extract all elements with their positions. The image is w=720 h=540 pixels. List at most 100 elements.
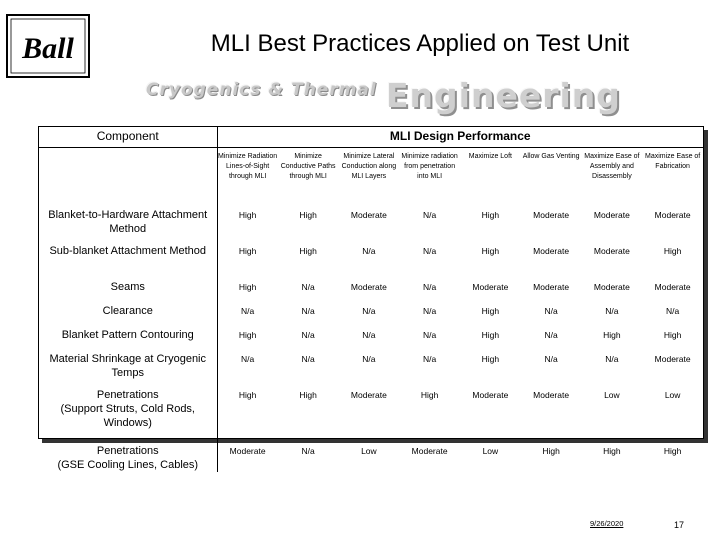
table-cell: N/a <box>362 354 376 364</box>
table-cell: Moderate <box>654 210 691 220</box>
table-cell: High <box>481 306 500 316</box>
table-cell: N/a <box>423 354 437 364</box>
table-cell: High <box>238 210 257 220</box>
table-cell: Moderate <box>533 210 570 220</box>
column-header: Maximize Ease of Fabrication <box>645 153 701 170</box>
table-cell: N/a <box>423 210 437 220</box>
table-cell: High <box>542 446 560 456</box>
column-header: Maximize Loft <box>468 153 512 160</box>
table-cell: Moderate <box>472 282 509 292</box>
table-cell: Low <box>482 446 499 456</box>
table-cell: N/a <box>605 306 619 316</box>
table-cell: Low <box>664 390 681 400</box>
table-cell: N/a <box>362 330 376 340</box>
table-cell: Moderate <box>533 390 570 400</box>
table-row: Seams High N/a Moderate N/a Moderate Mod… <box>39 278 703 302</box>
table-cell: High <box>603 330 621 340</box>
table-cell: Moderate <box>350 210 387 220</box>
table-cell: N/a <box>605 354 619 364</box>
row-label: Penetrations <box>96 445 159 457</box>
table-cell: High <box>663 246 682 256</box>
table-cell: N/a <box>423 306 437 316</box>
row-sublabel: (Support Struts, Cold Rods, Windows) <box>60 403 195 429</box>
performance-header: MLI Design Performance <box>217 127 703 148</box>
table-cell: N/a <box>544 306 558 316</box>
row-label: Blanket Pattern Contouring <box>39 326 218 350</box>
table-cell: Moderate <box>593 282 630 292</box>
table-row: Sub-blanket Attachment Method High High … <box>39 242 703 278</box>
ball-logo: Ball <box>6 14 90 78</box>
table-cell: Moderate <box>411 446 448 456</box>
table-row: Blanket-to-Hardware Attachment Method Hi… <box>39 206 703 242</box>
banner-right-text: Engineering <box>386 76 621 115</box>
table-cell: High <box>603 446 621 456</box>
table-cell: High <box>238 330 257 340</box>
table-cell: Moderate <box>654 282 691 292</box>
page-title: MLI Best Practices Applied on Test Unit <box>210 30 630 57</box>
column-header: Minimize radiation from penetration into… <box>401 153 458 180</box>
table-cell: High <box>299 210 317 220</box>
table-cell: N/a <box>362 246 376 256</box>
table-cell: High <box>663 446 682 456</box>
table-cell: High <box>238 282 257 292</box>
table-cell: Moderate <box>350 390 387 400</box>
column-header: Maximize Ease of Assembly and Disassembl… <box>584 153 640 180</box>
table-cell: Moderate <box>593 246 630 256</box>
table-row: Penetrations (Support Struts, Cold Rods,… <box>39 386 703 442</box>
mli-performance-table: Component MLI Design Performance Minimiz… <box>38 126 704 472</box>
table-cell: N/a <box>301 282 315 292</box>
svg-text:Ball: Ball <box>21 32 74 65</box>
table-cell: N/a <box>423 246 437 256</box>
row-label: Sub-blanket Attachment Method <box>39 242 218 278</box>
component-header: Component <box>39 127 218 148</box>
banner-left-text: Cryogenics & Thermal <box>146 80 377 100</box>
table-row: Blanket Pattern Contouring High N/a N/a … <box>39 326 703 350</box>
table-cell: High <box>481 330 500 340</box>
table-cell: Moderate <box>654 354 691 364</box>
column-header: Minimize Radiation Lines-of-Sight throug… <box>218 153 278 180</box>
table-cell: N/a <box>301 446 315 456</box>
table-cell: High <box>481 246 500 256</box>
table-cell: N/a <box>666 306 680 316</box>
table-cell: N/a <box>301 330 315 340</box>
corner-cell <box>39 147 218 206</box>
table-cell: High <box>663 330 682 340</box>
row-label: Material Shrinkage at Cryogenic Temps <box>39 350 218 386</box>
table-cell: High <box>299 246 317 256</box>
table-cell: N/a <box>301 354 315 364</box>
table-cell: N/a <box>544 354 558 364</box>
table-cell: Low <box>604 390 620 400</box>
row-label: Penetrations <box>96 389 159 401</box>
table-cell: High <box>238 390 257 400</box>
table-cell: Moderate <box>533 246 570 256</box>
table-cell: High <box>420 390 439 400</box>
table-row: Material Shrinkage at Cryogenic Temps N/… <box>39 350 703 386</box>
table-cell: N/a <box>423 282 437 292</box>
table-cell: Moderate <box>229 446 266 456</box>
table-cell: High <box>299 390 317 400</box>
table-row: Penetrations (GSE Cooling Lines, Cables)… <box>39 442 703 472</box>
table-cell: High <box>238 246 257 256</box>
table-cell: Moderate <box>533 282 570 292</box>
column-header: Minimize Lateral Conduction along MLI La… <box>341 153 397 180</box>
table-cell: Moderate <box>593 210 630 220</box>
department-banner: Cryogenics & Thermal Engineering <box>140 70 700 128</box>
row-sublabel: (GSE Cooling Lines, Cables) <box>57 459 199 471</box>
page-number: 17 <box>674 520 685 530</box>
table-cell: N/a <box>423 330 437 340</box>
footer-date: 9/26/2020 <box>590 519 624 528</box>
column-header: Allow Gas Venting <box>522 153 580 160</box>
table-cell: N/a <box>544 330 558 340</box>
table-cell: Moderate <box>350 282 387 292</box>
table-cell: N/a <box>362 306 376 316</box>
row-label: Seams <box>39 278 218 302</box>
table-cell: N/a <box>241 306 255 316</box>
table-cell: High <box>481 210 500 220</box>
row-label-group: Penetrations (GSE Cooling Lines, Cables) <box>39 442 218 472</box>
table-row: Clearance N/a N/a N/a N/a High N/a N/a N… <box>39 302 703 326</box>
column-header: Minimize Conductive Paths through MLI <box>280 153 336 180</box>
row-label: Blanket-to-Hardware Attachment Method <box>39 206 218 242</box>
table-cell: Low <box>361 446 377 456</box>
row-label: Clearance <box>39 302 218 326</box>
table-cell: N/a <box>301 306 315 316</box>
